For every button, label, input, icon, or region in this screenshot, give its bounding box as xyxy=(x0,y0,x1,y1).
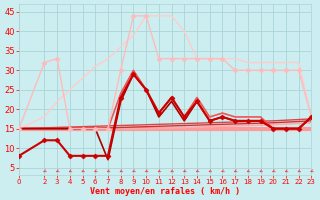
X-axis label: Vent moyen/en rafales ( km/h ): Vent moyen/en rafales ( km/h ) xyxy=(90,187,240,196)
